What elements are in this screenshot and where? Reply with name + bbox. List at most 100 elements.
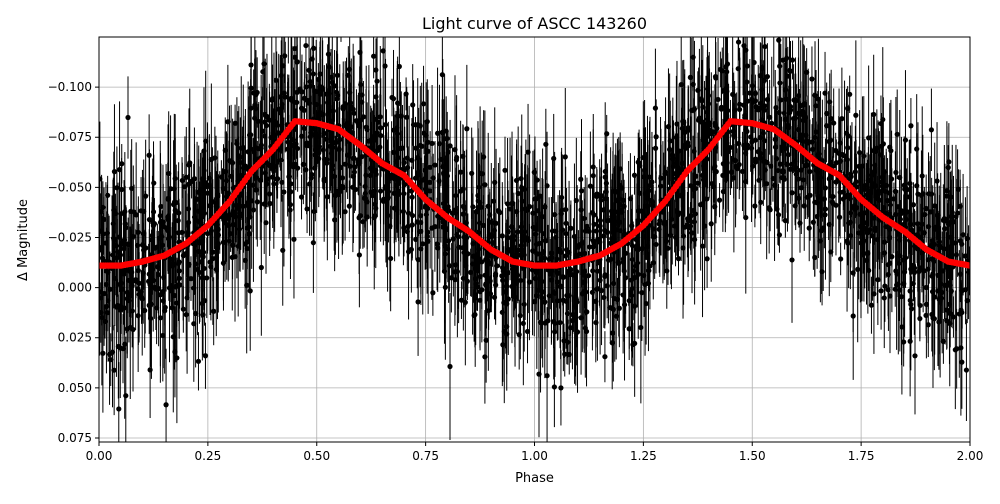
data-point bbox=[374, 78, 380, 84]
data-point bbox=[542, 299, 548, 305]
y-axis: −0.100 −0.075 −0.050 −0.025 0.000 0.025 0.050 0… bbox=[48, 80, 99, 445]
data-point bbox=[953, 213, 959, 220]
data-point bbox=[551, 384, 557, 390]
data-point bbox=[342, 101, 348, 107]
data-point bbox=[525, 237, 531, 244]
data-point bbox=[708, 129, 714, 135]
data-point bbox=[551, 319, 557, 325]
data-point bbox=[752, 203, 758, 209]
data-point bbox=[912, 353, 918, 359]
data-point bbox=[155, 272, 161, 278]
data-point bbox=[558, 385, 564, 391]
data-point bbox=[105, 192, 111, 198]
data-point bbox=[942, 226, 948, 232]
data-point bbox=[269, 97, 275, 103]
data-point bbox=[869, 233, 876, 239]
data-point bbox=[712, 120, 718, 127]
data-point bbox=[850, 313, 856, 319]
data-point bbox=[940, 338, 946, 344]
data-point bbox=[458, 297, 465, 303]
data-point bbox=[783, 116, 789, 122]
data-point bbox=[300, 161, 306, 167]
data-point bbox=[149, 232, 156, 238]
data-point bbox=[425, 238, 431, 244]
data-point bbox=[526, 279, 533, 285]
data-point bbox=[420, 101, 427, 107]
x-axis: 0.00 0.25 0.50 0.75 1.00 1.25 1.50 1.75 2.00 bbox=[86, 442, 983, 463]
data-point bbox=[689, 107, 695, 113]
data-point bbox=[125, 114, 131, 121]
data-point bbox=[310, 240, 316, 246]
data-point bbox=[647, 182, 653, 189]
data-point bbox=[964, 298, 970, 304]
data-point bbox=[287, 202, 294, 208]
data-point bbox=[130, 326, 136, 333]
data-point bbox=[771, 12, 776, 17]
data-point bbox=[595, 236, 601, 242]
data-point bbox=[853, 112, 859, 118]
data-point bbox=[845, 105, 851, 111]
data-point bbox=[959, 359, 965, 365]
data-point bbox=[557, 319, 563, 326]
data-point bbox=[261, 201, 267, 207]
data-point bbox=[279, 11, 284, 16]
data-point bbox=[929, 256, 935, 262]
data-point bbox=[917, 315, 923, 322]
data-point bbox=[125, 241, 131, 247]
data-point bbox=[653, 134, 659, 140]
data-point bbox=[418, 219, 424, 226]
data-point bbox=[757, 134, 763, 141]
data-point bbox=[740, 25, 745, 30]
data-point bbox=[347, 100, 354, 106]
data-point bbox=[704, 133, 710, 139]
data-point bbox=[403, 91, 409, 97]
data-point bbox=[692, 211, 698, 217]
data-point bbox=[193, 310, 199, 317]
data-point bbox=[602, 168, 608, 175]
data-point bbox=[871, 111, 877, 118]
data-point bbox=[533, 241, 540, 247]
data-point bbox=[637, 190, 643, 196]
data-point bbox=[291, 236, 297, 242]
data-point bbox=[756, 177, 762, 183]
data-point bbox=[250, 207, 257, 213]
data-point bbox=[442, 242, 448, 249]
data-point bbox=[136, 291, 142, 298]
data-point bbox=[916, 268, 922, 275]
data-point bbox=[456, 244, 462, 250]
data-point bbox=[642, 191, 649, 197]
data-point bbox=[342, 209, 348, 215]
data-point bbox=[448, 275, 454, 281]
data-point bbox=[762, 43, 768, 50]
data-point bbox=[948, 288, 954, 294]
data-point bbox=[373, 171, 379, 177]
data-point bbox=[252, 115, 258, 121]
data-point bbox=[404, 155, 410, 161]
data-point bbox=[438, 156, 444, 162]
data-point bbox=[373, 67, 379, 73]
data-point bbox=[964, 235, 970, 242]
data-point bbox=[334, 188, 340, 194]
data-point bbox=[898, 210, 904, 217]
data-point bbox=[338, 11, 343, 16]
data-point bbox=[511, 233, 517, 239]
data-point bbox=[623, 275, 629, 281]
data-point bbox=[468, 269, 474, 276]
x-tick-label: 1.25 bbox=[630, 449, 657, 463]
data-point bbox=[187, 160, 193, 166]
data-point bbox=[196, 189, 202, 195]
data-point bbox=[558, 283, 564, 289]
data-point bbox=[303, 42, 309, 49]
data-point bbox=[887, 293, 893, 299]
data-point bbox=[653, 241, 659, 248]
data-point bbox=[430, 290, 436, 296]
data-point bbox=[793, 171, 799, 177]
data-point bbox=[267, 191, 273, 197]
data-point bbox=[324, 194, 330, 200]
data-point bbox=[656, 221, 662, 227]
data-point bbox=[560, 274, 566, 280]
data-point bbox=[317, 71, 323, 77]
data-point bbox=[856, 230, 862, 236]
data-point bbox=[454, 154, 460, 161]
data-point bbox=[361, 195, 367, 201]
